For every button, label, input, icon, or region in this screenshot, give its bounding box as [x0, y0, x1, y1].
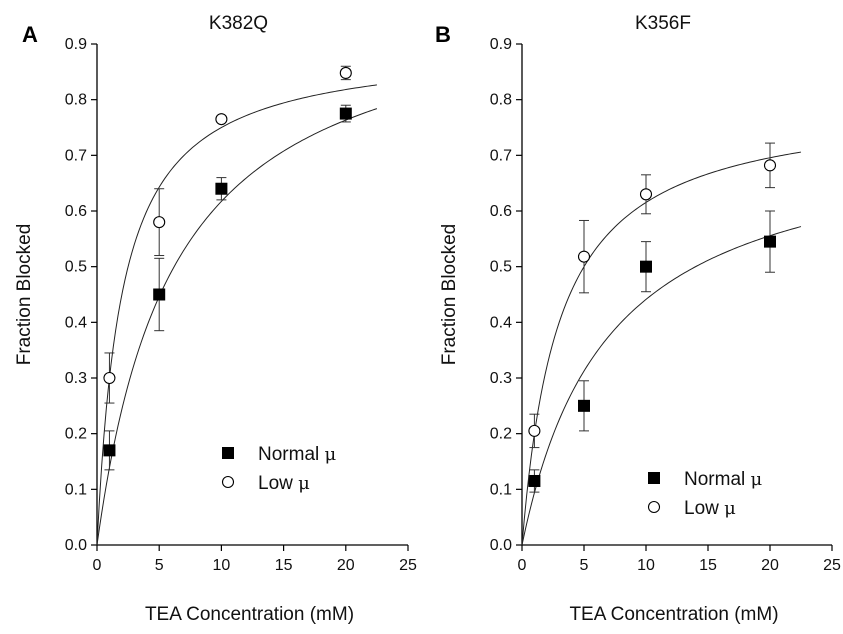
x-tick-label: 10	[637, 557, 655, 574]
x-tick-label: 10	[213, 557, 231, 574]
legend-marker-square	[648, 472, 660, 484]
data-point-square	[578, 399, 590, 412]
data-point-circle	[215, 113, 228, 126]
series-normal-mu	[521, 210, 802, 546]
x-tick-label: 0	[93, 557, 102, 574]
legend: Normal μ Low μ	[647, 469, 763, 519]
y-tick-label: 0.7	[490, 147, 512, 164]
panel-letter: A	[22, 22, 38, 47]
data-point-circle	[577, 250, 591, 263]
x-tick-label: 20	[761, 557, 779, 574]
y-tick-label: 0.5	[490, 259, 512, 276]
data-point-square	[215, 182, 228, 195]
legend-marker-circle	[647, 500, 661, 514]
y-tick-label: 0.9	[65, 36, 87, 53]
y-tick-label: 0.3	[490, 370, 512, 387]
y-axis-label: Fraction Blocked	[14, 224, 35, 366]
x-tick-label: 5	[155, 557, 164, 574]
y-tick-label: 0.1	[490, 481, 512, 498]
x-tick-label: 25	[399, 557, 417, 574]
chart-title: K382Q	[209, 13, 268, 34]
y-tick-label: 0.5	[65, 259, 87, 276]
x-tick-label: 15	[699, 557, 717, 574]
data-point-square	[103, 444, 116, 457]
y-tick-label: 0.2	[65, 426, 87, 443]
data-point-square	[528, 474, 541, 487]
x-tick-label: 0	[518, 557, 527, 574]
legend-marker-circle	[221, 475, 235, 489]
fit-curve	[521, 226, 802, 546]
x-tick-label: 20	[337, 557, 355, 574]
panel-a: A K382Q 0.0 0.1 0.2 0.3 0.4 0.5 0.6 0.7 0.8 0.9 0 5 10…	[14, 13, 417, 625]
y-tick-label: 0.8	[490, 92, 512, 109]
data-point-circle	[103, 371, 116, 385]
legend-label: Normal μ	[684, 469, 763, 490]
x-tick-label: 5	[580, 557, 589, 574]
x-axis-label: TEA Concentration (mM)	[569, 604, 778, 625]
legend-marker-square	[222, 447, 234, 459]
legend-label: Normal μ	[258, 444, 337, 465]
y-tick-label: 0.6	[490, 203, 512, 220]
x-tick-label: 15	[275, 557, 293, 574]
y-tick-label: 0.7	[65, 147, 87, 164]
data-point-square	[339, 107, 352, 120]
data-point-circle	[528, 424, 541, 437]
y-tick-label: 0.0	[490, 537, 512, 554]
data-point-circle	[639, 188, 653, 201]
series-low-mu	[96, 65, 377, 545]
y-tick-label: 0.9	[490, 36, 512, 53]
panel-letter: B	[435, 22, 451, 47]
legend-label: Low μ	[684, 498, 736, 519]
y-axis-label: Fraction Blocked	[439, 224, 460, 366]
chart-title: K356F	[635, 13, 691, 34]
y-tick-label: 0.0	[65, 537, 87, 554]
fit-curve	[96, 84, 377, 545]
data-point-square	[640, 260, 652, 273]
y-tick-label: 0.6	[65, 203, 87, 220]
legend: Normal μ Low μ	[221, 444, 337, 494]
series-low-mu	[521, 142, 802, 546]
legend-label: Low μ	[258, 473, 310, 494]
data-point-square	[153, 288, 166, 301]
x-tick-label: 25	[823, 557, 841, 574]
panel-b: B K356F 0.0 0.1 0.2 0.3 0.4 0.5 0.6 0.7 0.8 0.9 0 5 10…	[435, 13, 841, 625]
y-tick-label: 0.4	[490, 314, 512, 331]
fit-curve	[96, 108, 378, 546]
series-normal-mu	[96, 104, 378, 546]
y-tick-label: 0.2	[490, 426, 512, 443]
y-tick-label: 0.3	[65, 370, 87, 387]
x-axis-label: TEA Concentration (mM)	[145, 604, 354, 625]
y-tick-label: 0.4	[65, 314, 87, 331]
y-tick-label: 0.1	[65, 481, 87, 498]
data-point-square	[764, 235, 776, 248]
data-point-circle	[763, 159, 777, 172]
y-tick-label: 0.8	[65, 92, 87, 109]
fit-curve	[521, 151, 802, 546]
data-point-circle	[339, 66, 352, 79]
data-point-circle	[153, 216, 166, 229]
